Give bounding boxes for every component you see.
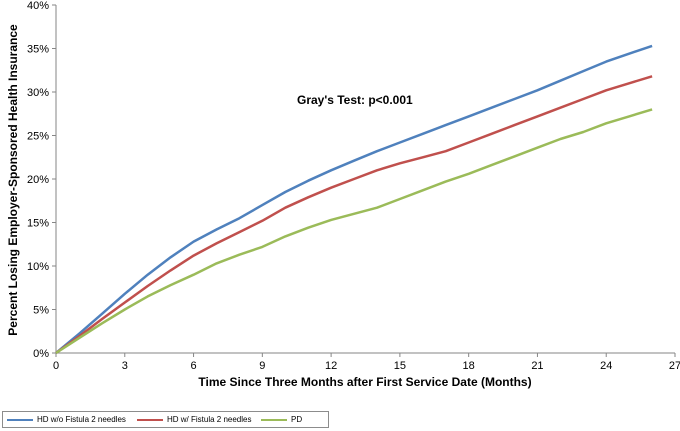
y-tick-label: 35% [27,44,49,56]
legend-label-hd-w-fistula: HD w/ Fistula 2 needles [167,415,252,424]
legend-swatch-hd-w-fistula [137,418,163,421]
x-tick-label: 3 [122,360,128,372]
y-axis-title: Percent Losing Employer-Sponsored Health… [6,24,20,336]
annotation: Gray's Test: p<0.001 [297,93,413,107]
y-tick-label: 15% [27,218,49,230]
y-tick-label: 0% [33,348,49,360]
y-tick-label: 30% [27,87,49,99]
y-tick-label: 10% [27,261,49,273]
axes: 0 3 6 9 12 15 18 21 24 27 0% 5% 10% 15% 20% 25% 30% 35% 40… [27,0,680,372]
x-tick-label: 24 [600,360,612,372]
series-line-0 [55,44,653,354]
legend-item-hd-wo-fistula: HD w/o Fistula 2 needles [7,412,126,427]
y-tick-label: 25% [27,131,49,143]
x-tick-label: 21 [531,360,543,372]
x-axis-title: Time Since Three Months after First Serv… [198,375,531,389]
x-tick-label: 12 [325,360,337,372]
legend-item-pd: PD [261,412,302,427]
y-tick-label: 5% [33,305,49,317]
legend: HD w/o Fistula 2 needles HD w/ Fistula 2… [2,411,329,428]
x-tick-label: 18 [463,360,475,372]
legend-label-pd: PD [291,415,303,424]
x-tick-label: 0 [53,360,59,372]
legend-label-hd-wo-fistula: HD w/o Fistula 2 needles [37,415,126,424]
x-tick-label: 9 [259,360,265,372]
x-tick-label: 15 [394,360,406,372]
series-layer [55,44,653,355]
legend-swatch-hd-wo-fistula [7,418,33,421]
series-line-1 [55,75,653,355]
legend-swatch-pd [261,418,287,421]
y-tick-label: 40% [27,0,49,12]
legend-item-hd-w-fistula: HD w/ Fistula 2 needles [137,412,251,427]
series-line-2 [55,108,653,355]
y-tick-label: 20% [27,174,49,186]
x-tick-label: 6 [190,360,196,372]
x-tick-label: 27 [669,360,680,372]
